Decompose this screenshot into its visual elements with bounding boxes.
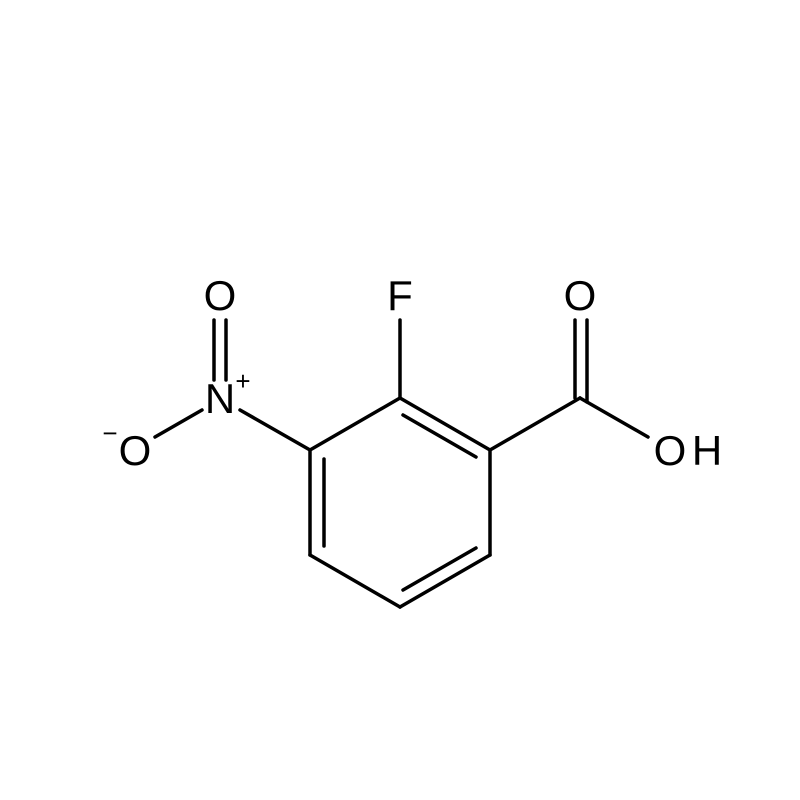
atom-o1: O: [564, 272, 597, 319]
bond-c7-o2: [580, 398, 648, 437]
molecule-diagram: F O O H N + O O −: [0, 0, 800, 800]
bond-c4-c7: [490, 398, 580, 450]
bond-n-o4: [155, 410, 202, 437]
atom-o2: O: [654, 427, 687, 474]
bond-c6-n: [240, 410, 310, 450]
atom-h1: H: [692, 427, 722, 474]
bond-c5-c6: [310, 398, 400, 450]
bond-c2-c3: [400, 555, 490, 607]
bond-c1-c2: [310, 555, 400, 607]
charge-o-minus: −: [102, 418, 117, 448]
charge-n-plus: +: [235, 366, 250, 396]
atom-o4: O: [119, 427, 152, 474]
bond-c4-c5: [400, 398, 490, 450]
atom-n: N: [205, 375, 235, 422]
atom-o3: O: [204, 272, 237, 319]
atom-f: F: [387, 272, 413, 319]
